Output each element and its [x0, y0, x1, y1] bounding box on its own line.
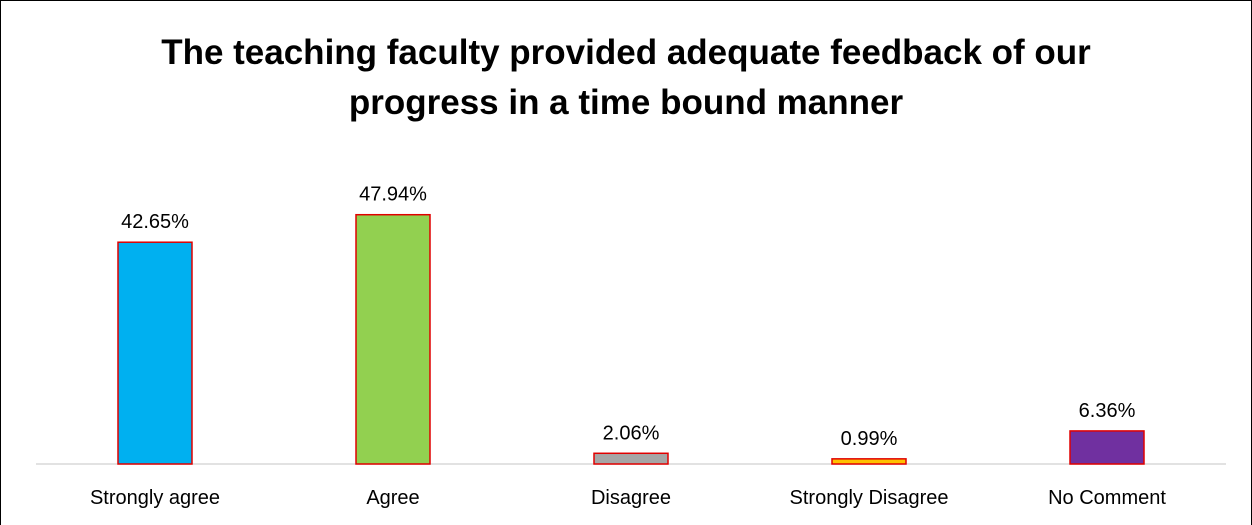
x-tick-label: No Comment: [1048, 487, 1166, 509]
chart-title: The teaching faculty provided adequate f…: [161, 33, 1091, 122]
x-tick-label: Strongly Disagree: [790, 487, 949, 509]
bar: [593, 452, 669, 465]
bar: [831, 458, 907, 465]
bar: [1069, 430, 1145, 465]
bar: [117, 241, 193, 465]
bar: [355, 213, 431, 465]
data-label: 6.36%: [1079, 400, 1136, 422]
data-label: 42.65%: [121, 211, 189, 233]
data-label: 0.99%: [841, 428, 898, 450]
x-tick-label: Agree: [366, 487, 419, 509]
x-tick-label: Disagree: [591, 487, 671, 509]
x-tick-label: Strongly agree: [90, 487, 220, 509]
data-label: 47.94%: [359, 184, 427, 206]
data-label: 2.06%: [603, 422, 660, 444]
